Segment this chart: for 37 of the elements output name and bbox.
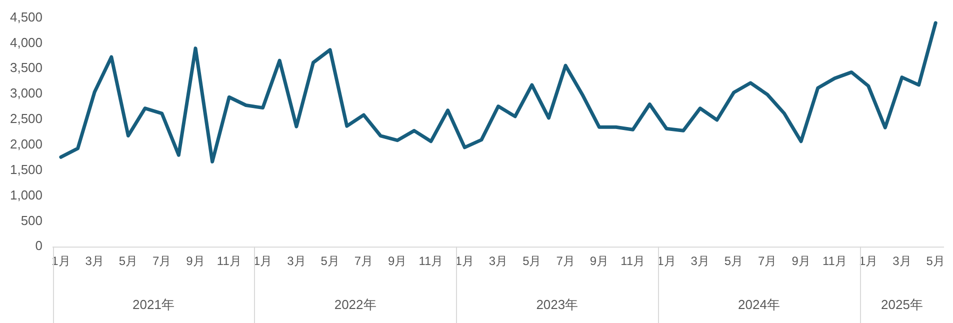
y-tick-label: 3,500 xyxy=(10,60,43,76)
x-tick-label: 9月 xyxy=(792,254,810,268)
x-tick-label: 7月 xyxy=(758,254,777,268)
text: 2025年 xyxy=(881,297,923,312)
y-tick-label: 0 xyxy=(35,238,43,254)
x-tick-label: 7月 xyxy=(152,254,172,268)
y-tick-label: 1,000 xyxy=(10,187,43,202)
text: 2021年 xyxy=(132,297,174,312)
text: 2024年 xyxy=(738,297,780,312)
x-tick-label: 11月 xyxy=(620,254,646,268)
x-tick-label: 3月 xyxy=(85,254,104,268)
x-tick-label: 9月 xyxy=(590,254,609,268)
x-tick-label: 11月 xyxy=(822,254,847,268)
y-tick-label: 500 xyxy=(20,212,43,228)
x-tick-label: 3月 xyxy=(287,254,306,268)
x-tick-label: 5月 xyxy=(118,254,138,268)
x-tick-label: 9月 xyxy=(388,254,407,268)
x-tick-label: 3月 xyxy=(488,254,508,268)
x-tick-label: 3月 xyxy=(892,254,912,268)
y-tick-label: 4,000 xyxy=(10,34,43,50)
x-tick-label: 7月 xyxy=(556,254,575,268)
x-tick-label: 7月 xyxy=(354,254,374,268)
y-tick-label: 2,500 xyxy=(10,111,43,126)
y-tick-label: 4,500 xyxy=(10,9,43,24)
x-tick-label: 5月 xyxy=(320,254,340,268)
x-tick-label: 11月 xyxy=(418,254,444,268)
y-tick-label: 1,500 xyxy=(10,162,43,177)
x-tick-label: 9月 xyxy=(186,254,205,268)
x-tick-label: 3月 xyxy=(690,254,710,268)
x-tick-label: 5月 xyxy=(522,254,542,268)
y-tick-label: 3,000 xyxy=(10,86,43,101)
text: 2023年 xyxy=(536,297,578,312)
text: 2022年 xyxy=(334,297,376,312)
x-tick-label: 11月 xyxy=(216,254,242,268)
x-tick-label: 5月 xyxy=(926,254,945,268)
x-tick-label: 5月 xyxy=(724,254,744,268)
y-tick-label: 2,000 xyxy=(10,136,43,152)
